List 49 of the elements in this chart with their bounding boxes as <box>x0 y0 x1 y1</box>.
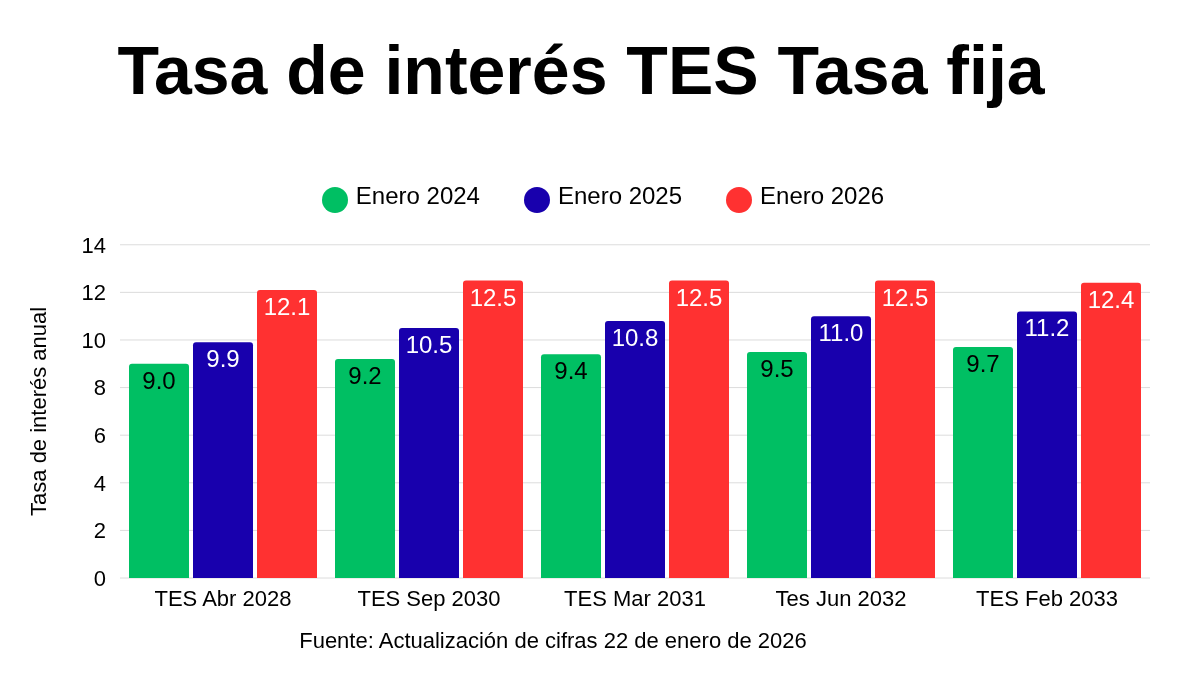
bar <box>953 347 1013 578</box>
x-tick-label: TES Abr 2028 <box>154 585 292 611</box>
data-label: 12.4 <box>1087 285 1135 313</box>
bar <box>747 351 807 578</box>
data-label: 11.2 <box>1024 314 1070 342</box>
bar <box>193 342 253 578</box>
data-label: 9.2 <box>348 362 382 390</box>
y-tick-label: 12 <box>81 280 106 306</box>
y-tick-label: 8 <box>93 375 106 401</box>
bar <box>1017 311 1077 578</box>
bar <box>335 359 395 578</box>
x-tick-label: TES Mar 2031 <box>564 585 706 611</box>
data-label: 12.1 <box>263 293 311 321</box>
bar <box>875 280 935 578</box>
bar <box>541 354 601 578</box>
data-label: 9.7 <box>966 350 1000 378</box>
bar <box>399 328 459 578</box>
bar <box>811 316 871 578</box>
bar <box>129 363 189 578</box>
y-tick-label: 6 <box>93 423 106 448</box>
data-label: 9.9 <box>206 345 240 373</box>
x-tick-label: Tes Jun 2032 <box>775 585 907 611</box>
chart-title: Tasa de interés TES Tasa fija <box>116 31 1046 110</box>
data-label: 9.5 <box>760 354 794 382</box>
source-note: Fuente: Actualización de cifras 22 de enero de 2026 <box>298 628 808 654</box>
legend-label: Enero 2026 <box>760 182 885 209</box>
data-label: 10.8 <box>611 323 659 351</box>
y-tick-label: 10 <box>81 327 106 353</box>
data-label: 10.5 <box>405 331 453 359</box>
data-label: 9.0 <box>142 366 176 394</box>
y-tick-label: 14 <box>81 232 106 258</box>
y-tick-label: 2 <box>93 518 106 544</box>
bar <box>1081 282 1141 578</box>
y-tick-label: 0 <box>93 565 106 591</box>
x-tick-label: TES Feb 2033 <box>976 585 1118 611</box>
data-label: 9.4 <box>554 357 588 385</box>
data-label: 12.5 <box>469 283 517 311</box>
y-axis-title: Tasa de interés anual <box>25 306 51 516</box>
bar <box>605 320 665 578</box>
data-label: 12.5 <box>675 283 723 311</box>
bar <box>257 289 317 578</box>
bar <box>463 280 523 578</box>
bar <box>669 280 729 578</box>
legend-label: Enero 2025 <box>557 182 683 209</box>
x-tick-label: TES Sep 2030 <box>357 585 501 611</box>
data-label: 12.5 <box>881 283 929 311</box>
data-label: 11.0 <box>818 319 864 347</box>
legend-label: Enero 2024 <box>355 182 480 209</box>
y-tick-label: 4 <box>93 470 106 496</box>
